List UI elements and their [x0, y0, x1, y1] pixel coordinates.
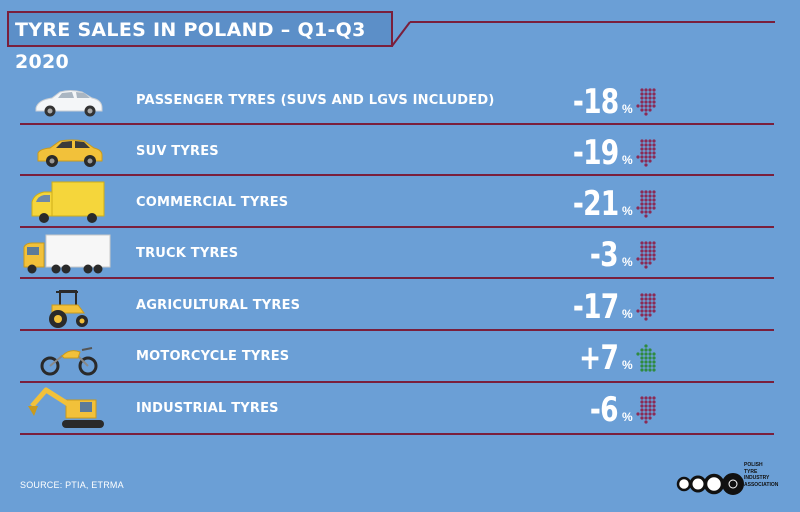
- row-divider: [20, 329, 774, 331]
- van-icon: [22, 180, 112, 228]
- page-title: TYRE SALES IN POLAND – Q1-Q3 2020: [15, 19, 366, 73]
- row-divider: [20, 381, 774, 383]
- category-label: COMMERCIAL TYRES: [136, 195, 289, 210]
- change-value: +7: [578, 338, 619, 378]
- down-arrow-icon: [636, 190, 656, 218]
- down-arrow-icon: [636, 241, 656, 269]
- percent-unit: %: [622, 410, 633, 424]
- category-label: PASSENGER TYRES (SUVS AND LGVS INCLUDED): [136, 93, 495, 108]
- tyre-category-row: INDUSTRIAL TYRES -6%: [0, 386, 800, 438]
- tyre-category-row: COMMERCIAL TYRES -21%: [0, 180, 800, 232]
- tyre-category-row: MOTORCYCLE TYRES +7%: [0, 334, 800, 386]
- suv-icon: [22, 129, 112, 177]
- category-label: MOTORCYCLE TYRES: [136, 349, 290, 364]
- percent-unit: %: [622, 153, 633, 167]
- change-value: -6: [590, 390, 619, 430]
- change-value: -21: [572, 184, 618, 224]
- category-label: TRUCK TYRES: [136, 246, 239, 261]
- tyre-category-row: PASSENGER TYRES (SUVS AND LGVS INCLUDED)…: [0, 78, 800, 130]
- down-arrow-icon: [636, 88, 656, 116]
- up-arrow-icon: [636, 344, 656, 372]
- tyre-category-row: TRUCK TYRES -3%: [0, 231, 800, 283]
- excavator-icon: [22, 386, 112, 434]
- change-value: -18: [572, 82, 618, 122]
- category-label: INDUSTRIAL TYRES: [136, 401, 279, 416]
- title-frame: [7, 11, 775, 47]
- row-divider: [20, 174, 774, 176]
- percent-unit: %: [622, 204, 633, 218]
- percent-unit: %: [622, 358, 633, 372]
- change-value: -17: [572, 287, 618, 327]
- tractor-icon: [22, 283, 112, 331]
- logo-text: POLISH TYRE INDUSTRY ASSOCIATION: [744, 462, 779, 488]
- category-label: SUV TYRES: [136, 144, 219, 159]
- row-divider: [20, 123, 774, 125]
- ptia-logo-icon: [676, 473, 744, 495]
- change-value: -3: [590, 235, 619, 275]
- down-arrow-icon: [636, 139, 656, 167]
- down-arrow-icon: [636, 396, 656, 424]
- percent-unit: %: [622, 307, 633, 321]
- motorcycle-icon: [22, 334, 112, 382]
- source-note: SOURCE: PTIA, ETRMA: [20, 480, 124, 490]
- truck-icon: [22, 231, 112, 279]
- row-divider: [20, 277, 774, 279]
- row-divider: [20, 226, 774, 228]
- passenger-car-icon: [22, 78, 112, 126]
- percent-unit: %: [622, 255, 633, 269]
- tyre-category-row: SUV TYRES -19%: [0, 129, 800, 181]
- category-label: AGRICULTURAL TYRES: [136, 298, 301, 313]
- change-value: -19: [572, 133, 618, 173]
- tyre-category-row: AGRICULTURAL TYRES -17%: [0, 283, 800, 335]
- down-arrow-icon: [636, 293, 656, 321]
- row-divider: [20, 433, 774, 435]
- percent-unit: %: [622, 102, 633, 116]
